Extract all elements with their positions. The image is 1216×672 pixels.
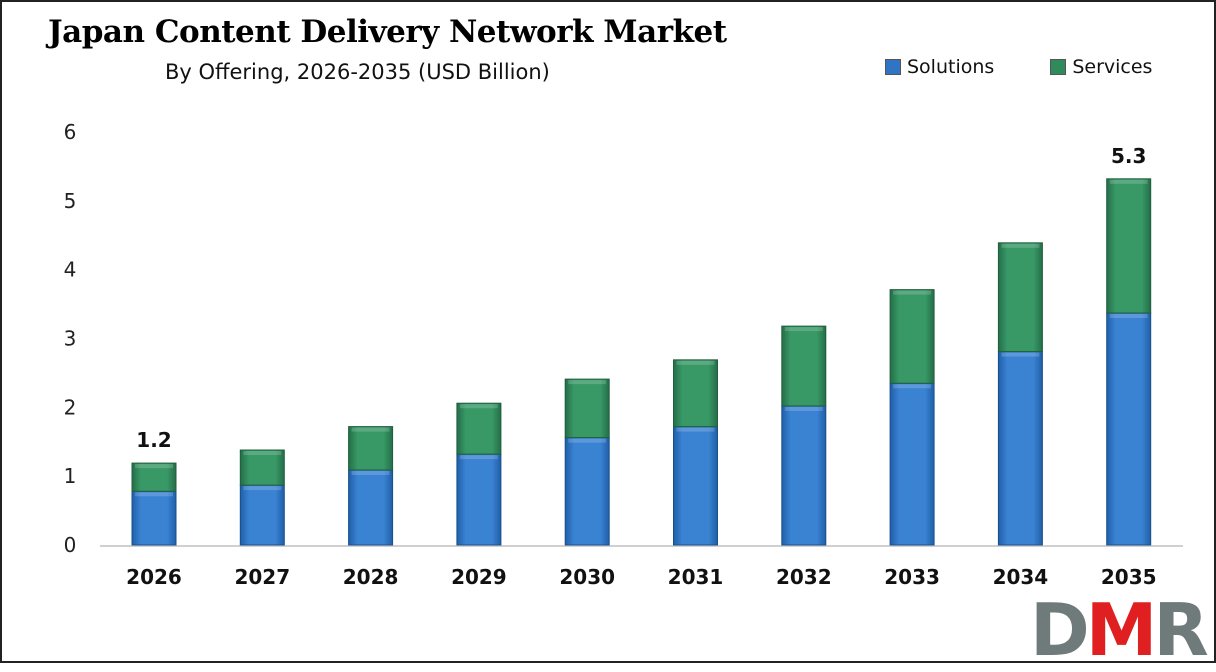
bar-bevel-2030: [568, 438, 607, 443]
bar-bevel-2029: [459, 455, 498, 460]
bar-services-2033: [889, 289, 935, 384]
x-tick-label: 2035: [1101, 565, 1157, 589]
data-label: 5.3: [1111, 144, 1146, 168]
bar-bevel-2031: [676, 427, 715, 432]
y-tick-label: 5: [64, 189, 77, 213]
x-tick-label: 2034: [993, 565, 1049, 589]
bar-bevel-2034: [1001, 243, 1040, 248]
bar-services-2034: [997, 242, 1043, 353]
bar-services-2031: [673, 359, 718, 428]
y-tick-label: 0: [64, 533, 77, 557]
bar-solutions-2034: [997, 351, 1043, 546]
bar-bevel-2032: [784, 327, 823, 332]
bar-bevel-2030: [568, 380, 607, 385]
bar-services-2026: [131, 462, 177, 492]
y-tick-label: 3: [64, 327, 77, 351]
bar-solutions-2026: [131, 490, 177, 546]
bar-services-2030: [564, 378, 610, 439]
bar-bevel-2029: [459, 404, 498, 409]
x-tick-label: 2033: [884, 565, 940, 589]
legend: Solutions Services: [885, 56, 1152, 78]
y-tick-label: 1: [64, 464, 77, 488]
bar-solutions-2033: [889, 382, 935, 546]
y-tick-label: 4: [64, 258, 77, 282]
bar-services-2035: [1106, 178, 1152, 314]
bar-bevel-2031: [676, 360, 715, 365]
bar-solutions-2028: [348, 469, 394, 546]
legend-swatch-services: [1050, 59, 1067, 75]
bar-bevel-2027: [243, 486, 282, 491]
bar-bevel-2033: [893, 290, 932, 295]
bar-solutions-2029: [456, 453, 502, 546]
legend-item-solutions: Solutions: [885, 56, 994, 78]
x-tick-label: 2032: [776, 565, 832, 589]
bar-bevel-2026: [135, 464, 173, 469]
x-tick-label: 2031: [668, 565, 724, 589]
dmr-logo: DMR: [1030, 588, 1209, 672]
x-tick-label: 2027: [234, 565, 290, 589]
bar-bevel-2035: [1109, 179, 1148, 184]
bar-bevel-2035: [1109, 314, 1148, 319]
bar-bevel-2034: [1001, 352, 1040, 357]
bar-bevel-2028: [351, 470, 390, 475]
data-label: 1.2: [136, 428, 171, 452]
bar-bevel-2026: [135, 492, 173, 497]
bar-bevel-2032: [784, 406, 823, 411]
bar-services-2028: [348, 426, 394, 471]
legend-label-services: Services: [1072, 56, 1153, 78]
x-tick-label: 2026: [126, 565, 182, 589]
x-tick-label: 2029: [451, 565, 507, 589]
chart-title: Japan Content Delivery Network Market: [48, 14, 727, 50]
bar-services-2029: [456, 402, 502, 455]
bar-solutions-2031: [673, 426, 718, 546]
bar-bevel-2033: [893, 384, 932, 389]
bar-solutions-2030: [564, 437, 610, 546]
bar-bevel-2027: [243, 451, 282, 456]
bar-solutions-2035: [1106, 312, 1152, 546]
chart-subtitle: By Offering, 2026-2035 (USD Billion): [165, 60, 550, 84]
bar-bevel-2028: [351, 427, 390, 432]
x-tick-label: 2028: [343, 565, 399, 589]
bar-services-2027: [239, 449, 285, 486]
x-tick-label: 2030: [559, 565, 615, 589]
bar-services-2032: [781, 325, 827, 407]
legend-item-services: Services: [1050, 56, 1152, 78]
y-tick-label: 2: [64, 395, 77, 419]
bar-solutions-2027: [239, 484, 285, 546]
legend-swatch-solutions: [885, 59, 901, 75]
bar-solutions-2032: [781, 405, 827, 546]
y-tick-label: 6: [64, 120, 77, 144]
legend-label-solutions: Solutions: [907, 56, 995, 78]
